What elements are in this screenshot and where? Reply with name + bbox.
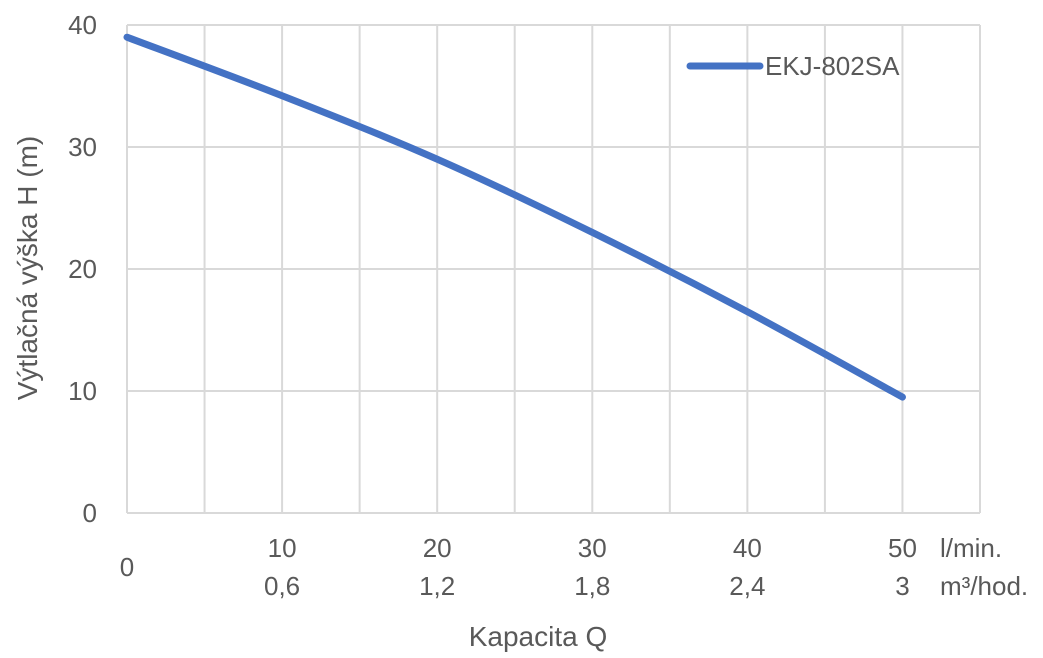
- y-tick-label: 40: [68, 10, 97, 40]
- y-tick-label: 20: [68, 254, 97, 284]
- y-axis-title: Výtlačná výška H (m): [12, 136, 43, 401]
- series-layer: [123, 33, 906, 401]
- x-tick-label-secondary: 3: [895, 571, 909, 601]
- x-tick-label-secondary: 1,8: [574, 571, 610, 601]
- x-tick-label: 20: [423, 533, 452, 563]
- y-axis-ticks: 0 10 20 30 40: [68, 10, 97, 528]
- x-tick-label-secondary: 0,6: [264, 571, 300, 601]
- x-tick-label: 30: [578, 533, 607, 563]
- x-tick-label-secondary: 1,2: [419, 571, 455, 601]
- x-tick-label: 50: [888, 533, 917, 563]
- x-axis-title: Kapacita Q: [469, 621, 608, 652]
- x-tick-label: 40: [733, 533, 762, 563]
- x-axis-ticks: 0 10 0,6 20 1,2 30 1,8 40 2,4 50 3: [120, 533, 917, 601]
- x-unit-primary-label: l/min.: [940, 533, 1002, 563]
- gridlines: [126, 24, 981, 514]
- y-tick-label: 0: [83, 498, 97, 528]
- x-tick-label: 10: [268, 533, 297, 563]
- x-tick-label-secondary: 2,4: [729, 571, 765, 601]
- series-line: [123, 33, 906, 401]
- legend-label: EKJ-802SA: [765, 51, 900, 81]
- y-tick-label: 10: [68, 376, 97, 406]
- x-tick-label: 0: [120, 552, 134, 582]
- y-tick-label: 30: [68, 132, 97, 162]
- x-unit-secondary-label: m³/hod.: [940, 571, 1028, 601]
- legend: EKJ-802SA: [686, 51, 900, 81]
